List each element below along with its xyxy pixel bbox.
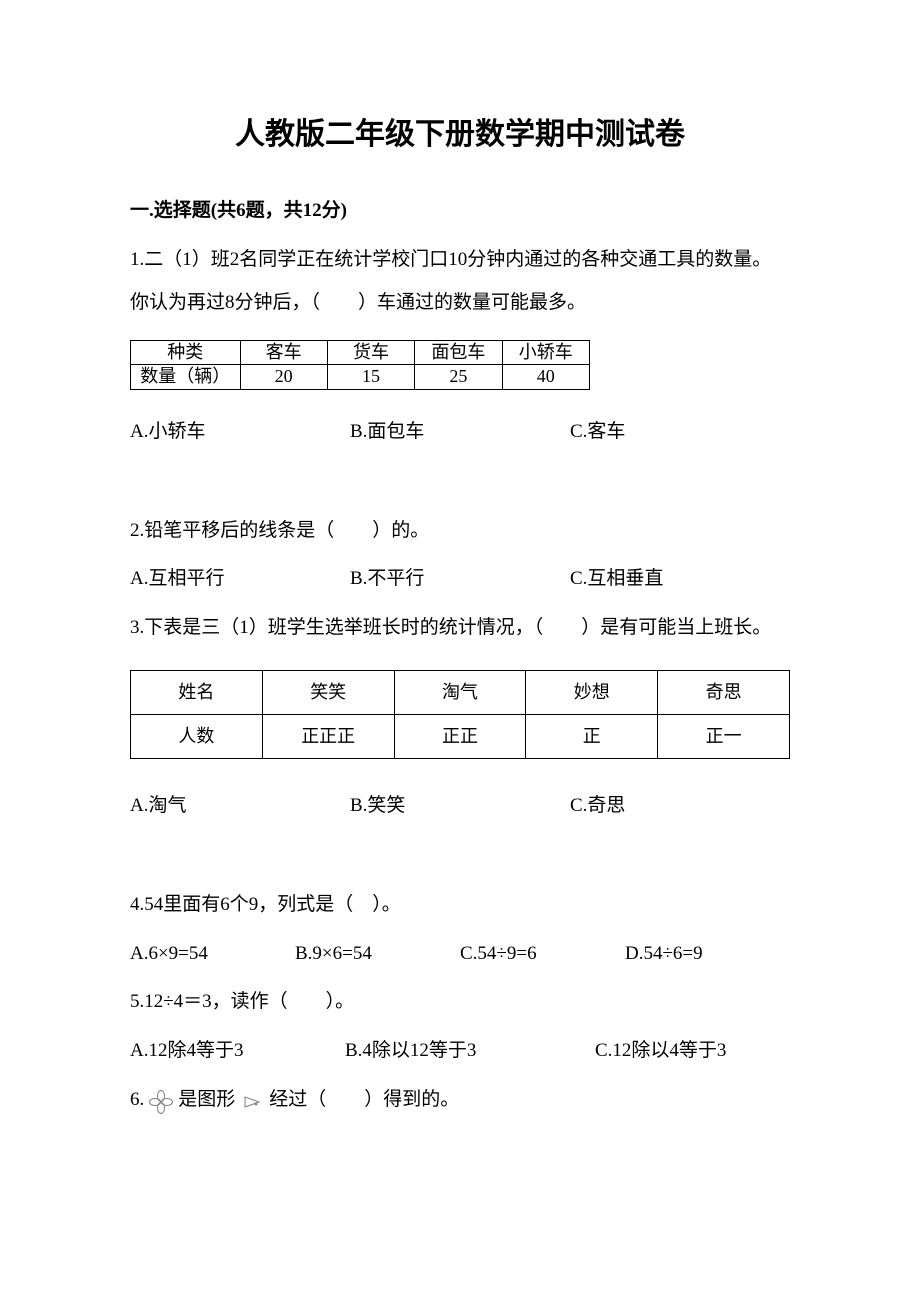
q4-options: A.6×9=54 B.9×6=54 C.54÷9=6 D.54÷6=9 (130, 932, 790, 976)
option-d: D.54÷6=9 (625, 932, 790, 976)
table-cell: 种类 (131, 341, 241, 365)
table-cell: 15 (327, 365, 414, 389)
option-a: A.小轿车 (130, 410, 350, 454)
q6-prefix: 6. (130, 1078, 144, 1122)
table-cell: 笑笑 (262, 670, 394, 714)
table-row: 姓名 笑笑 淘气 妙想 奇思 (131, 670, 790, 714)
q3-options: A.淘气 B.笑笑 C.奇思 (130, 784, 790, 828)
table-cell: 40 (502, 365, 589, 389)
table-cell: 正正 (394, 714, 526, 758)
q5-options: A.12除4等于3 B.4除以12等于3 C.12除以4等于3 (130, 1029, 790, 1073)
page-title: 人教版二年级下册数学期中测试卷 (130, 100, 790, 169)
table-cell: 人数 (131, 714, 263, 758)
table-cell: 淘气 (394, 670, 526, 714)
table-row: 种类 客车 货车 面包车 小轿车 (131, 341, 590, 365)
triangle-icon (237, 1087, 267, 1117)
option-a: A.6×9=54 (130, 932, 295, 976)
option-b: B.笑笑 (350, 784, 570, 828)
option-a: A.12除4等于3 (130, 1029, 345, 1073)
table-cell: 20 (240, 365, 327, 389)
table-cell: 数量（辆） (131, 365, 241, 389)
table-cell: 妙想 (526, 670, 658, 714)
q2-options: A.互相平行 B.不平行 C.互相垂直 (130, 557, 790, 601)
table-cell: 正 (526, 714, 658, 758)
option-b: B.面包车 (350, 410, 570, 454)
q3-table: 姓名 笑笑 淘气 妙想 奇思 人数 正正正 正正 正 正一 (130, 670, 790, 760)
option-c: C.54÷9=6 (460, 932, 625, 976)
option-c: C.12除以4等于3 (595, 1029, 790, 1073)
option-a: A.淘气 (130, 784, 350, 828)
table-cell: 25 (415, 365, 502, 389)
section-header: 一.选择题(共6题，共12分) (130, 189, 790, 233)
table-cell: 正一 (658, 714, 790, 758)
q3-text: 3.下表是三（1）班学生选举班长时的统计情况，（ ）是有可能当上班长。 (130, 606, 790, 650)
q1-text: 1.二（1）班2名同学正在统计学校门口10分钟内通过的各种交通工具的数量。你认为… (130, 238, 790, 325)
q6-mid: 是图形 (178, 1078, 235, 1122)
table-cell: 面包车 (415, 341, 502, 365)
option-c: C.奇思 (570, 784, 790, 828)
q5-text: 5.12÷4＝3，读作（ ）。 (130, 980, 790, 1024)
q1-options: A.小轿车 B.面包车 C.客车 (130, 410, 790, 454)
q2-text: 2.铅笔平移后的线条是（ ）的。 (130, 509, 790, 553)
q6-suffix: 经过（ ）得到的。 (269, 1078, 459, 1122)
table-row: 数量（辆） 20 15 25 40 (131, 365, 590, 389)
table-cell: 客车 (240, 341, 327, 365)
option-b: B.9×6=54 (295, 932, 460, 976)
table-row: 人数 正正正 正正 正 正一 (131, 714, 790, 758)
table-cell: 小轿车 (502, 341, 589, 365)
table-cell: 奇思 (658, 670, 790, 714)
q4-text: 4.54里面有6个9，列式是（ ）。 (130, 883, 790, 927)
option-b: B.不平行 (350, 557, 570, 601)
q6-text: 6. 是图形 经过（ ）得到的。 (130, 1078, 790, 1122)
option-c: C.客车 (570, 410, 790, 454)
q1-table: 种类 客车 货车 面包车 小轿车 数量（辆） 20 15 25 40 (130, 340, 590, 390)
option-a: A.互相平行 (130, 557, 350, 601)
table-cell: 姓名 (131, 670, 263, 714)
table-cell: 货车 (327, 341, 414, 365)
table-cell: 正正正 (262, 714, 394, 758)
flower-icon (146, 1087, 176, 1117)
option-c: C.互相垂直 (570, 557, 790, 601)
option-b: B.4除以12等于3 (345, 1029, 595, 1073)
